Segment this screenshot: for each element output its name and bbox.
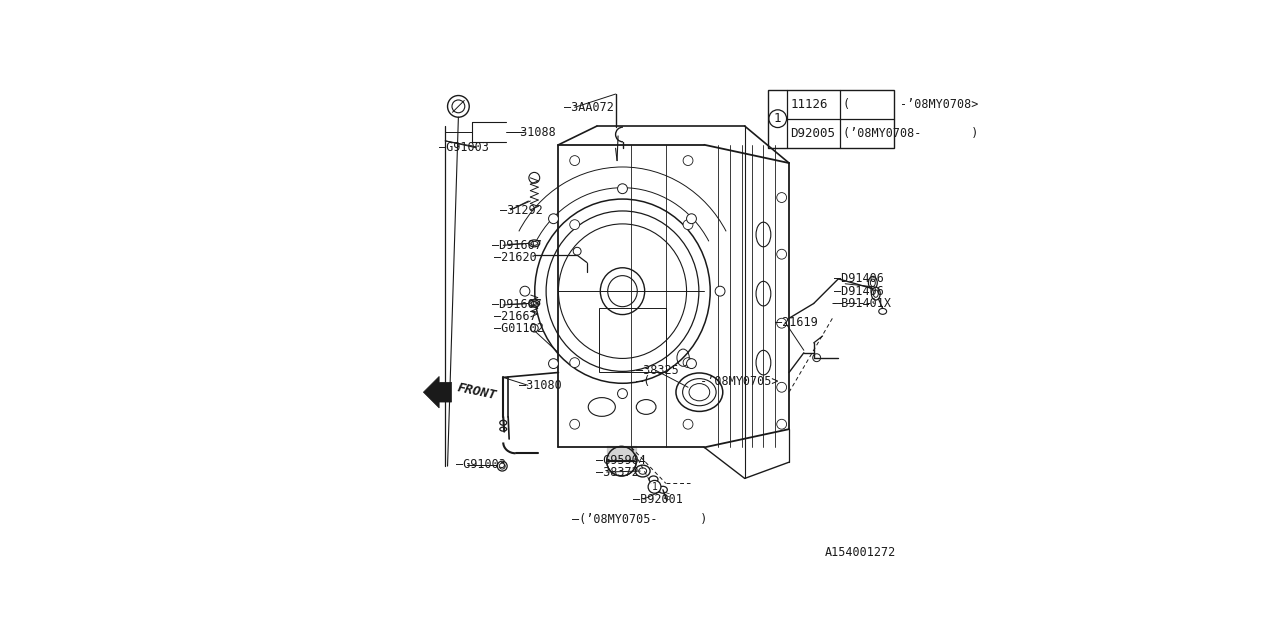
Text: (       -’08MY0708>: ( -’08MY0708> bbox=[844, 98, 979, 111]
Text: —B92001: —B92001 bbox=[632, 493, 682, 506]
Ellipse shape bbox=[635, 465, 650, 477]
Text: 11126: 11126 bbox=[790, 98, 828, 111]
Circle shape bbox=[686, 358, 696, 369]
Circle shape bbox=[777, 318, 787, 328]
Circle shape bbox=[607, 447, 636, 476]
Ellipse shape bbox=[872, 287, 881, 300]
Text: —(’08MY0705-      ): —(’08MY0705- ) bbox=[572, 513, 708, 526]
Text: (’08MY0708-       ): (’08MY0708- ) bbox=[844, 127, 979, 140]
Ellipse shape bbox=[879, 308, 887, 314]
Text: —G95904: —G95904 bbox=[596, 454, 645, 467]
Bar bbox=[768, 90, 893, 148]
Circle shape bbox=[684, 156, 692, 166]
Circle shape bbox=[570, 220, 580, 230]
Circle shape bbox=[684, 358, 692, 367]
Text: —21620: —21620 bbox=[494, 251, 538, 264]
Ellipse shape bbox=[658, 486, 667, 493]
Circle shape bbox=[448, 95, 470, 117]
Circle shape bbox=[777, 419, 787, 429]
Circle shape bbox=[813, 354, 820, 362]
Circle shape bbox=[570, 419, 580, 429]
Text: —31088: —31088 bbox=[513, 126, 556, 139]
Circle shape bbox=[530, 324, 538, 332]
Text: —D91406: —D91406 bbox=[835, 272, 884, 285]
Text: —3AA072: —3AA072 bbox=[564, 101, 613, 114]
Text: —31292: —31292 bbox=[500, 204, 543, 217]
Ellipse shape bbox=[649, 476, 658, 483]
Text: —B91401X: —B91401X bbox=[835, 297, 891, 310]
Text: —(       -’08MY0705>: —( -’08MY0705> bbox=[636, 375, 778, 388]
Circle shape bbox=[777, 382, 787, 392]
Text: —D91607: —D91607 bbox=[493, 239, 543, 252]
Circle shape bbox=[617, 388, 627, 399]
Circle shape bbox=[686, 214, 696, 223]
Circle shape bbox=[498, 461, 507, 471]
Circle shape bbox=[549, 358, 558, 369]
Circle shape bbox=[648, 481, 660, 493]
Circle shape bbox=[570, 358, 580, 367]
Text: —38372: —38372 bbox=[596, 465, 639, 479]
Text: —G91003: —G91003 bbox=[439, 141, 489, 154]
Text: 1: 1 bbox=[652, 482, 658, 492]
Circle shape bbox=[684, 419, 692, 429]
Ellipse shape bbox=[529, 240, 540, 247]
Ellipse shape bbox=[676, 373, 723, 412]
Text: —G91003: —G91003 bbox=[457, 458, 507, 471]
Ellipse shape bbox=[499, 420, 507, 425]
Text: —D91607: —D91607 bbox=[493, 298, 543, 312]
Ellipse shape bbox=[529, 300, 540, 307]
Text: —D91406: —D91406 bbox=[835, 285, 884, 298]
Text: A154001272: A154001272 bbox=[826, 546, 896, 559]
Bar bbox=[599, 308, 666, 372]
Circle shape bbox=[570, 156, 580, 166]
Circle shape bbox=[716, 286, 724, 296]
Text: —G01102: —G01102 bbox=[494, 322, 544, 335]
Circle shape bbox=[573, 247, 581, 255]
Text: 1: 1 bbox=[774, 112, 782, 125]
Text: —21667: —21667 bbox=[494, 310, 538, 323]
Ellipse shape bbox=[868, 276, 877, 289]
Circle shape bbox=[777, 249, 787, 259]
Text: D92005: D92005 bbox=[790, 127, 835, 140]
Circle shape bbox=[520, 286, 530, 296]
Text: —38325: —38325 bbox=[636, 364, 678, 377]
Circle shape bbox=[529, 172, 540, 183]
Polygon shape bbox=[424, 376, 452, 408]
Ellipse shape bbox=[499, 427, 507, 431]
Text: —21619: —21619 bbox=[776, 316, 818, 329]
Circle shape bbox=[549, 214, 558, 223]
Circle shape bbox=[777, 193, 787, 202]
Text: —31080: —31080 bbox=[518, 379, 562, 392]
Circle shape bbox=[617, 184, 627, 194]
Text: FRONT: FRONT bbox=[456, 381, 498, 403]
Circle shape bbox=[684, 220, 692, 230]
